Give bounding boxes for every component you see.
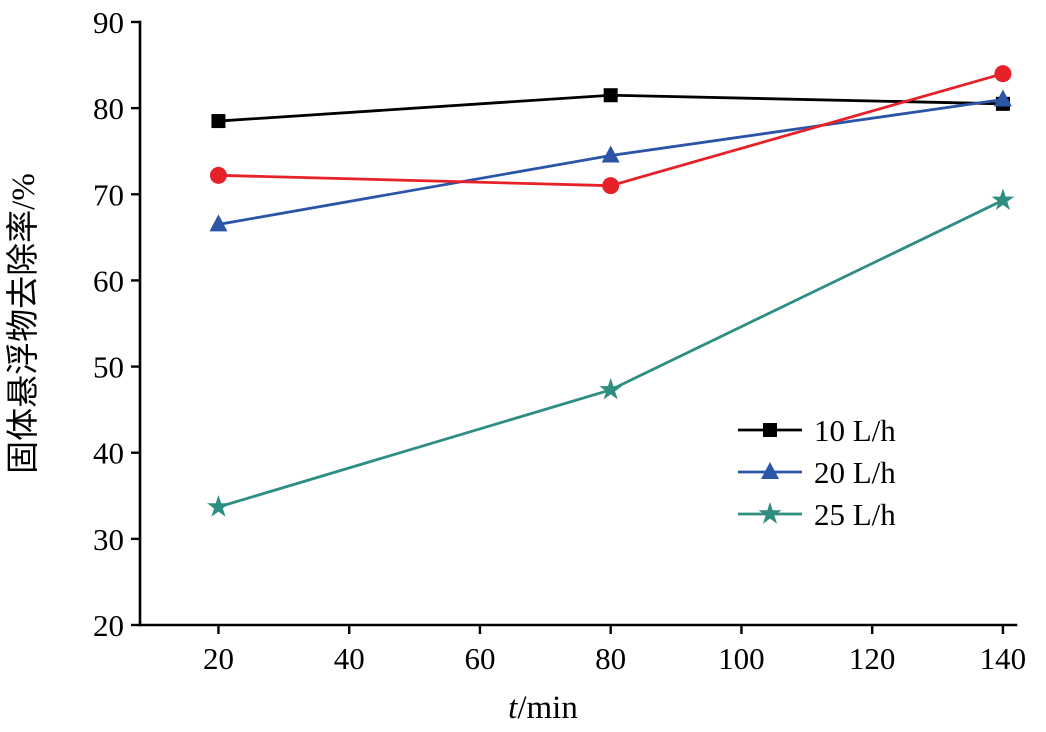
y-tick-label: 20 bbox=[93, 608, 124, 643]
y-tick-label: 30 bbox=[93, 522, 124, 557]
triangle-marker-icon bbox=[761, 462, 779, 479]
triangle-marker-icon bbox=[209, 214, 228, 232]
series-25 L/h bbox=[207, 188, 1015, 517]
y-tick-label: 40 bbox=[93, 436, 124, 471]
y-axis-label: 固体悬浮物去除率/% bbox=[5, 173, 42, 474]
triangle-marker-icon bbox=[993, 89, 1012, 107]
star-marker-icon bbox=[758, 502, 782, 524]
star-marker-icon bbox=[599, 377, 623, 400]
y-tick-label: 80 bbox=[93, 91, 124, 126]
y-tick-label: 70 bbox=[93, 177, 124, 212]
legend-label: 20 L/h bbox=[814, 455, 896, 490]
legend-label: 10 L/h bbox=[814, 413, 896, 448]
series-20 L/h bbox=[209, 89, 1012, 232]
legend-item: 10 L/h bbox=[738, 413, 896, 448]
x-tick-label: 40 bbox=[334, 641, 365, 676]
x-tick-label: 100 bbox=[718, 641, 765, 676]
square-marker-icon bbox=[603, 88, 618, 103]
series-10 L/h bbox=[211, 88, 1010, 129]
circle-marker-icon bbox=[994, 65, 1012, 83]
star-marker-icon bbox=[991, 188, 1015, 211]
circle-marker-icon bbox=[209, 166, 227, 184]
x-tick-label: 120 bbox=[849, 641, 896, 676]
square-marker-icon bbox=[763, 423, 777, 437]
legend-item: 20 L/h bbox=[738, 455, 896, 490]
y-tick-label: 60 bbox=[93, 263, 124, 298]
legend-item: 25 L/h bbox=[738, 497, 896, 532]
legend-label: 25 L/h bbox=[814, 497, 896, 532]
axes bbox=[138, 20, 1018, 627]
star-marker-icon bbox=[207, 494, 230, 517]
y-tick-group: 20 30 40 50 60 70 80 90 bbox=[93, 5, 140, 643]
x-tick-label: 60 bbox=[464, 641, 495, 676]
x-tick-group: 20 40 60 80 100 120 140 bbox=[203, 625, 1026, 676]
y-tick-label: 50 bbox=[93, 350, 124, 385]
y-tick-label: 90 bbox=[93, 5, 124, 40]
x-tick-label: 140 bbox=[980, 641, 1027, 676]
square-marker-icon bbox=[211, 114, 226, 129]
x-tick-label: 80 bbox=[595, 641, 626, 676]
circle-marker-icon bbox=[602, 177, 620, 195]
series-unlabeled-2 bbox=[209, 65, 1012, 195]
x-axis-label: t/min bbox=[508, 690, 578, 726]
x-tick-label: 20 bbox=[203, 641, 234, 676]
triangle-marker-icon bbox=[601, 145, 620, 163]
legend: 10 L/h 20 L/h 25 L/h bbox=[738, 413, 896, 532]
